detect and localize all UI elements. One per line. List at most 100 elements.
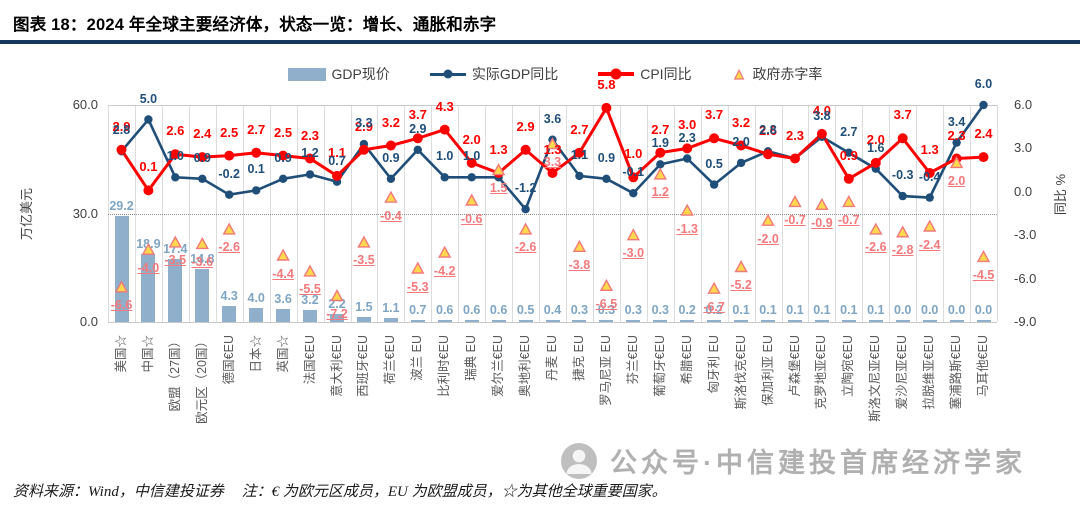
- gdp-point: [305, 170, 315, 179]
- plot-gridline: [997, 105, 998, 322]
- gdp-bar: [383, 318, 398, 322]
- deficit-triangle: [599, 278, 614, 291]
- gdp-point: [144, 115, 153, 124]
- country-label: 斯洛文尼亚€EU: [868, 332, 882, 454]
- gdp-bar: [707, 319, 722, 322]
- deficit-value-label: -1.3: [676, 221, 698, 236]
- cpi-value-label: 2.7: [570, 121, 589, 137]
- gdp-bar: [437, 319, 452, 322]
- country-label-text: 荷兰€EU: [383, 335, 398, 385]
- gdp-bar: [599, 319, 614, 322]
- deficit-value-label: -0.4: [380, 208, 402, 223]
- deficit-triangle: [195, 236, 209, 250]
- y-axis-tick-right: 0.0: [1014, 183, 1033, 199]
- bar-value-label: 3.6: [274, 292, 292, 306]
- cpi-value-label: 3.0: [678, 117, 697, 133]
- deficit-triangle: [465, 193, 479, 206]
- gdp-value-label: 1.0: [462, 149, 481, 164]
- deficit-value-label: -3.5: [164, 253, 187, 268]
- cpi-point: [358, 144, 369, 155]
- country-label-text: 罗马尼亚 EU: [598, 335, 613, 406]
- gdp-bar: [814, 319, 829, 322]
- deficit-triangle: [384, 190, 398, 203]
- country-label: 克罗地亚€EU: [814, 332, 828, 454]
- deficit-value-label: -6.5: [595, 296, 618, 311]
- cpi-value-label: 2.5: [220, 124, 239, 140]
- deficit-value-label: -0.6: [460, 211, 483, 226]
- legend-label-deficit: 政府赤字率: [752, 66, 823, 82]
- country-label: 奥地利€EU: [518, 332, 533, 454]
- gdp-dot-icon: [443, 69, 453, 79]
- bar-value-label: 18.9: [136, 236, 161, 251]
- country-label: 中国☆: [141, 332, 155, 454]
- cpi-point: [682, 143, 693, 154]
- gdp-bar: [976, 319, 991, 322]
- gdp-value-label: 2.8: [759, 123, 777, 138]
- bar-value-label: 4.3: [220, 289, 238, 304]
- gdp-value-label: 1.2: [301, 146, 319, 161]
- country-label: 欧元区（20国）: [195, 332, 209, 454]
- gdp-line-swatch: [429, 69, 466, 79]
- country-label-text: 拉脱维亚€EU: [922, 335, 937, 410]
- y-axis-tick-right: -9.0: [1014, 314, 1037, 329]
- gdp-point: [252, 186, 261, 195]
- cpi-value-label: 2.7: [651, 121, 670, 137]
- bar-value-label: 0.3: [570, 302, 589, 317]
- country-label-text: 爱沙尼亚€EU: [895, 335, 910, 410]
- bar-value-label: 0.3: [624, 302, 642, 317]
- gdp-point: [709, 180, 719, 189]
- cpi-point: [763, 149, 773, 160]
- cpi-point: [978, 152, 989, 163]
- cpi-value-label: 2.4: [193, 126, 212, 142]
- gdp-bar: [788, 319, 802, 322]
- deficit-triangle: [276, 248, 290, 261]
- gdp-value-label: 2.8: [112, 123, 131, 138]
- bar-value-label: 0.6: [489, 302, 508, 317]
- bar-value-label: 0.3: [597, 302, 616, 317]
- cpi-value-label: 2.6: [166, 123, 185, 139]
- plot-top-border: [108, 105, 997, 106]
- bar-value-label: 14.8: [190, 251, 215, 266]
- gdp-point: [413, 145, 422, 154]
- country-label-text: 德国€EU: [221, 335, 236, 385]
- deficit-triangle: [815, 197, 829, 211]
- y-axis-tick-right: 3.0: [1014, 140, 1033, 156]
- deficit-triangle: [222, 222, 236, 235]
- source-text: 资料来源：Wind，中信建投证券: [13, 484, 224, 500]
- country-label: 英国☆: [275, 332, 290, 454]
- country-label-text: 英国☆: [275, 335, 290, 373]
- watermark-text: 公众号·中信建投首席经济学家: [610, 448, 1026, 478]
- gdp-value-label: 0.7: [328, 153, 346, 168]
- cpi-point: [547, 168, 558, 178]
- gdp-bar: [222, 306, 237, 322]
- gdp-bar: [572, 319, 587, 322]
- country-label-text: 波兰 EU: [410, 335, 425, 381]
- gdp-point: [656, 160, 665, 169]
- country-label: 美国☆: [114, 332, 128, 454]
- deficit-value-label: -2.4: [918, 237, 941, 252]
- gdp-bar: [249, 307, 264, 322]
- legend-item-deficit: 政府赤字率: [732, 64, 823, 84]
- gdp-point: [575, 171, 584, 181]
- y-axis-tick-right: -6.0: [1014, 270, 1037, 286]
- gdp-value-label: -0.4: [918, 169, 941, 184]
- cpi-point: [251, 147, 262, 158]
- deficit-value-label: -2.8: [891, 243, 914, 258]
- gdp-bar: [680, 319, 695, 322]
- gdp-value-label: 3.6: [543, 111, 562, 126]
- deficit-triangle: [788, 194, 802, 208]
- country-label-text: 美国☆: [114, 335, 128, 373]
- country-label-text: 比利时€EU: [437, 335, 452, 397]
- country-label: 日本☆: [249, 332, 263, 454]
- cpi-point: [870, 157, 881, 168]
- gridline-mid: [108, 213, 997, 215]
- gdp-value-label: 2.0: [732, 134, 750, 149]
- deficit-value-label: -2.0: [757, 231, 779, 246]
- country-label-text: 希腊€EU: [679, 335, 694, 385]
- country-label: 塞浦路斯€EU: [949, 332, 963, 454]
- country-label: 德国€EU: [221, 332, 236, 454]
- country-label: 比利时€EU: [437, 332, 452, 454]
- country-label-text: 奥地利€EU: [518, 335, 533, 397]
- country-label: 卢森堡€EU: [788, 332, 802, 454]
- country-label: 拉脱维亚€EU: [922, 332, 937, 454]
